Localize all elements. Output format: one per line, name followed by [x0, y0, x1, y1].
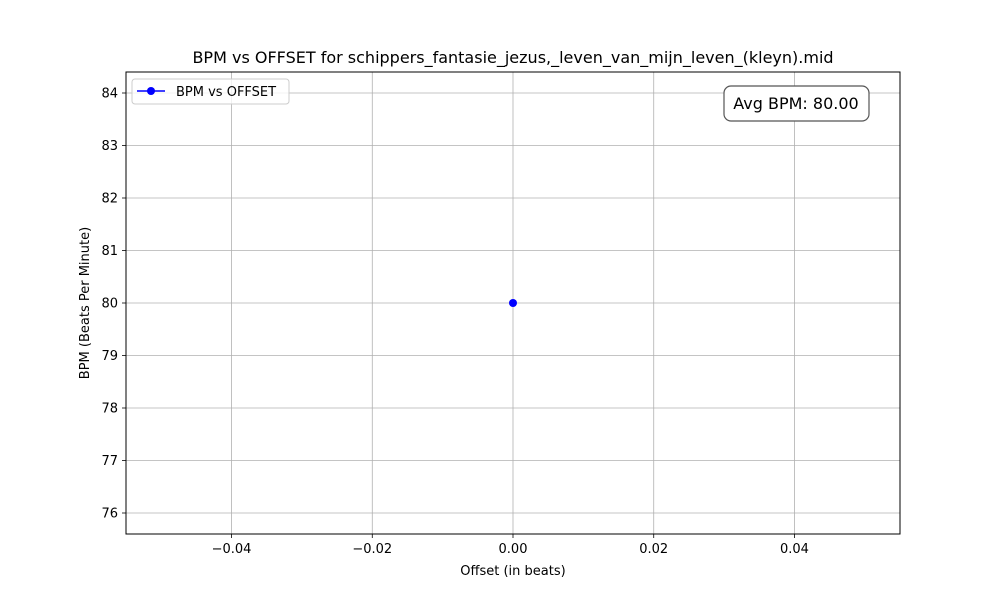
legend-label: BPM vs OFFSET [176, 85, 276, 100]
x-tick-label: 0.04 [780, 542, 809, 557]
x-axis-title: Offset (in beats) [460, 564, 565, 579]
y-tick-label: 83 [101, 139, 118, 154]
data-point [509, 299, 517, 307]
y-tick-label: 78 [101, 402, 118, 417]
y-tick-label: 80 [101, 297, 118, 312]
y-tick-label: 84 [101, 87, 118, 102]
x-tick-label: −0.02 [352, 542, 392, 557]
y-tick-label: 81 [101, 244, 118, 259]
annotation-box [723, 85, 870, 122]
y-tick-label: 82 [101, 192, 118, 207]
chart-title: BPM vs OFFSET for schippers_fantasie_jez… [192, 48, 833, 68]
y-tick-label: 77 [101, 454, 118, 469]
x-tick-label: 0.00 [499, 542, 528, 557]
avg-bpm-annotation: Avg BPM: 80.00 [723, 85, 870, 122]
x-tick-label: 0.02 [639, 542, 668, 557]
y-axis-title: BPM (Beats Per Minute) [78, 227, 93, 379]
legend-box [131, 78, 290, 105]
axis-ticks: −0.04 −0.02 0.00 0.02 0.04 76 77 78 79 80 81 82 83 84 [101, 87, 808, 558]
y-tick-label: 76 [101, 507, 118, 522]
legend-marker-swatch [147, 87, 155, 95]
annotation-text: Avg BPM: 80.00 [733, 94, 858, 113]
legend: BPM vs OFFSET [131, 78, 290, 105]
y-tick-label: 79 [101, 349, 118, 364]
plot-series [509, 299, 517, 307]
x-tick-label: −0.04 [212, 542, 252, 557]
